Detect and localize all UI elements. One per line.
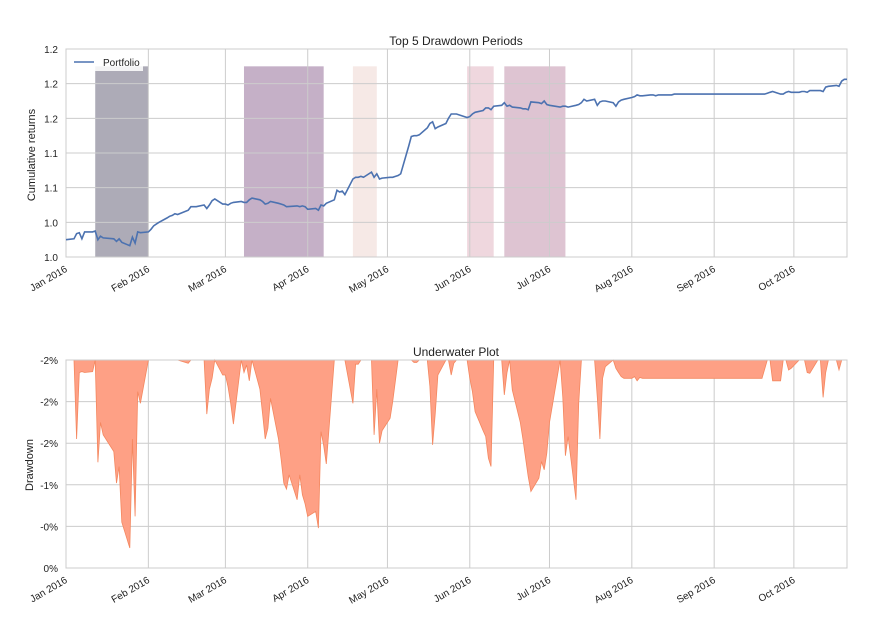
y-tick-label: 1.1	[44, 149, 58, 160]
drawdown-period-band	[95, 66, 149, 257]
y-tick-label: 1.2	[44, 114, 58, 125]
y-tick-label: -2%	[40, 356, 58, 367]
top-chart-y-ticks: 1.0 1.0 1.1 1.1 1.2 1.2 1.2	[44, 45, 58, 264]
top-drawdown-chart: Top 5 Drawdown Periods Cumulative return…	[26, 34, 848, 296]
drawdown-period-shading	[95, 66, 566, 257]
y-tick-label: 1.0	[44, 218, 58, 229]
y-tick-label: -0%	[40, 522, 58, 533]
y-tick-label: -2%	[40, 398, 58, 409]
top-chart-ylabel: Cumulative returns	[26, 108, 38, 201]
y-tick-label: 1.0	[44, 253, 58, 264]
bottom-chart-frame	[65, 359, 848, 569]
y-tick-label: -2%	[40, 439, 58, 450]
y-tick-label: 0%	[44, 564, 59, 575]
bottom-chart-title: Underwater Plot	[413, 345, 500, 359]
drawdown-area	[66, 358, 847, 549]
top-chart-frame	[65, 48, 848, 258]
y-tick-label: 1.1	[44, 184, 58, 195]
drawdown-period-band	[352, 66, 377, 257]
y-tick-label: -1%	[40, 481, 58, 492]
legend-label: Portfolio	[103, 58, 140, 69]
y-tick-label: 1.2	[44, 45, 58, 56]
drawdown-period-band	[243, 66, 324, 257]
bottom-chart-ylabel: Drawdown	[24, 439, 36, 491]
drawdown-period-band	[467, 66, 494, 257]
y-tick-label: 1.2	[44, 80, 58, 91]
bottom-chart-y-ticks: 0% -0% -1% -2% -2% -2%	[40, 356, 58, 575]
drawdown-period-band	[504, 66, 566, 257]
legend: Portfolio	[69, 53, 143, 71]
portfolio-series-line	[65, 78, 847, 247]
legend-box	[69, 53, 143, 71]
top-chart-title: Top 5 Drawdown Periods	[389, 34, 522, 48]
